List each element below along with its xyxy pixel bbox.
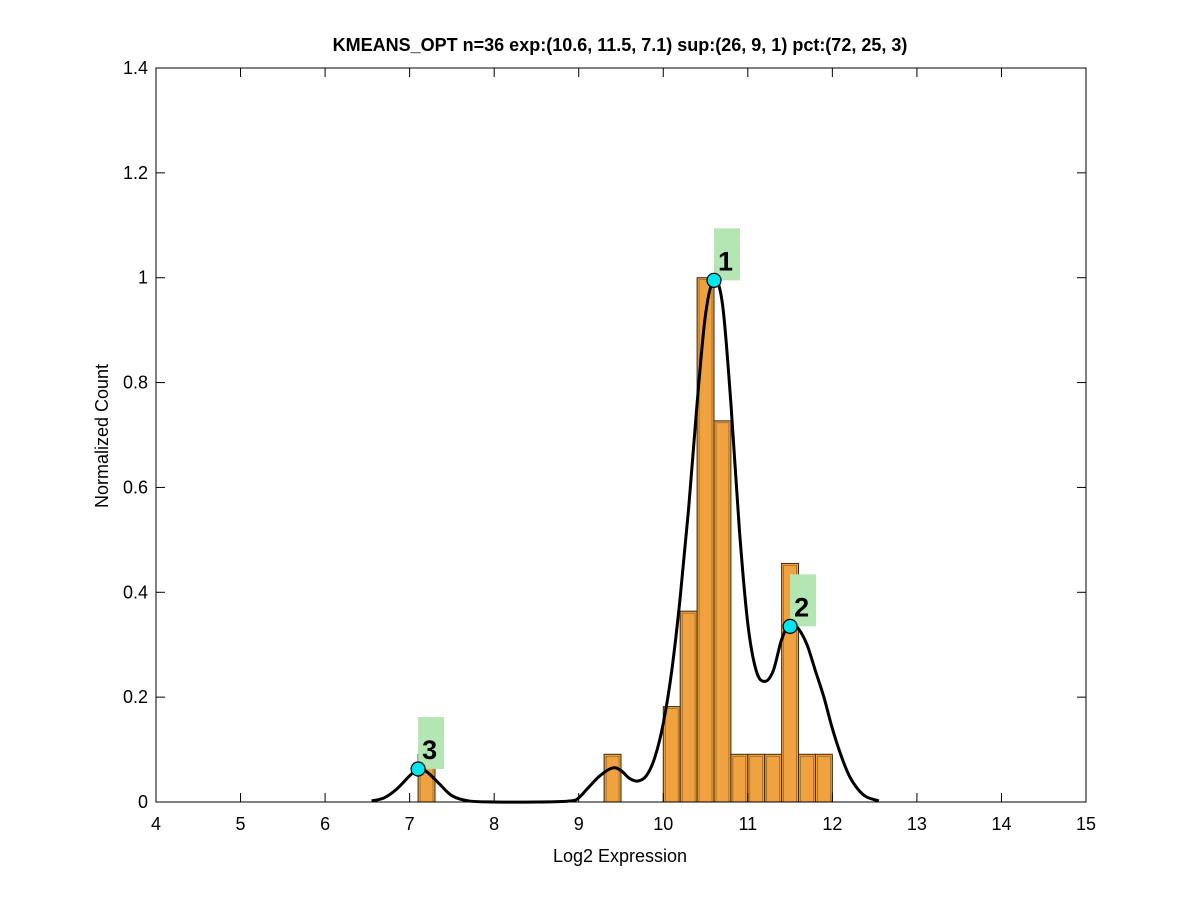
histogram-bar-12 bbox=[814, 753, 833, 803]
x-tick-label: 10 bbox=[653, 814, 673, 834]
y-tick-label: 0.8 bbox=[123, 373, 148, 393]
peak-label-3: 3 bbox=[422, 735, 437, 765]
peak-label-2: 2 bbox=[794, 592, 809, 622]
y-tick-label: 1.4 bbox=[123, 58, 148, 78]
histogram-bar-4 bbox=[679, 610, 698, 803]
x-tick-label: 12 bbox=[822, 814, 842, 834]
histogram-bar-3 bbox=[662, 706, 681, 803]
density-curve bbox=[371, 278, 880, 804]
peak-marker-1 bbox=[706, 272, 722, 288]
peak-marker-3 bbox=[410, 761, 426, 777]
y-axis-label: Normalized Count bbox=[92, 364, 112, 508]
x-tick-label: 11 bbox=[738, 814, 757, 834]
histogram-bar-8 bbox=[747, 753, 766, 803]
y-ticks-group: 0 0.2 0.4 0.6 0.8 1 1.2 1.4 bbox=[123, 58, 1086, 812]
peak-label-bg-1 bbox=[714, 228, 740, 281]
x-tick-label: 5 bbox=[236, 814, 246, 834]
y-tick-label: 1 bbox=[138, 268, 148, 288]
histogram-bar-5 bbox=[696, 277, 715, 803]
histogram-bar-11 bbox=[798, 753, 816, 803]
x-tick-label: 13 bbox=[907, 814, 927, 834]
y-tick-label: 0.2 bbox=[123, 687, 148, 707]
x-tick-label: 7 bbox=[405, 814, 415, 834]
y-tick-label: 0.4 bbox=[123, 582, 148, 602]
peak-label-1: 1 bbox=[718, 246, 733, 276]
x-tick-label: 14 bbox=[991, 814, 1011, 834]
chart-title: KMEANS_OPT n=36 exp:(10.6, 11.5, 7.1) su… bbox=[333, 35, 908, 55]
x-tick-label: 15 bbox=[1076, 814, 1096, 834]
peak-label-bg-3 bbox=[418, 716, 445, 769]
bars-group bbox=[417, 277, 833, 803]
x-tick-label: 8 bbox=[489, 814, 499, 834]
x-tick-label: 6 bbox=[320, 814, 330, 834]
y-tick-label: 0.6 bbox=[123, 477, 148, 497]
histogram-bar-2 bbox=[603, 753, 622, 803]
plot-area-frame bbox=[155, 67, 1087, 803]
x-tick-label: 4 bbox=[151, 814, 161, 834]
peak-marker-2 bbox=[782, 618, 798, 634]
x-axis-label: Log2 Expression bbox=[553, 846, 687, 866]
peak-label-bg-2 bbox=[790, 574, 817, 627]
histogram-bar-7 bbox=[730, 753, 749, 803]
y-tick-label: 1.2 bbox=[123, 163, 148, 183]
y-tick-label: 0 bbox=[138, 792, 148, 812]
x-ticks-group: 4 5 6 7 8 9 10 11 12 13 14 15 bbox=[151, 68, 1096, 834]
x-tick-label: 9 bbox=[574, 814, 584, 834]
histogram-bar-9 bbox=[764, 753, 783, 803]
peaks-group: 1 2 3 bbox=[410, 228, 817, 777]
histogram-bar-6 bbox=[713, 420, 732, 803]
